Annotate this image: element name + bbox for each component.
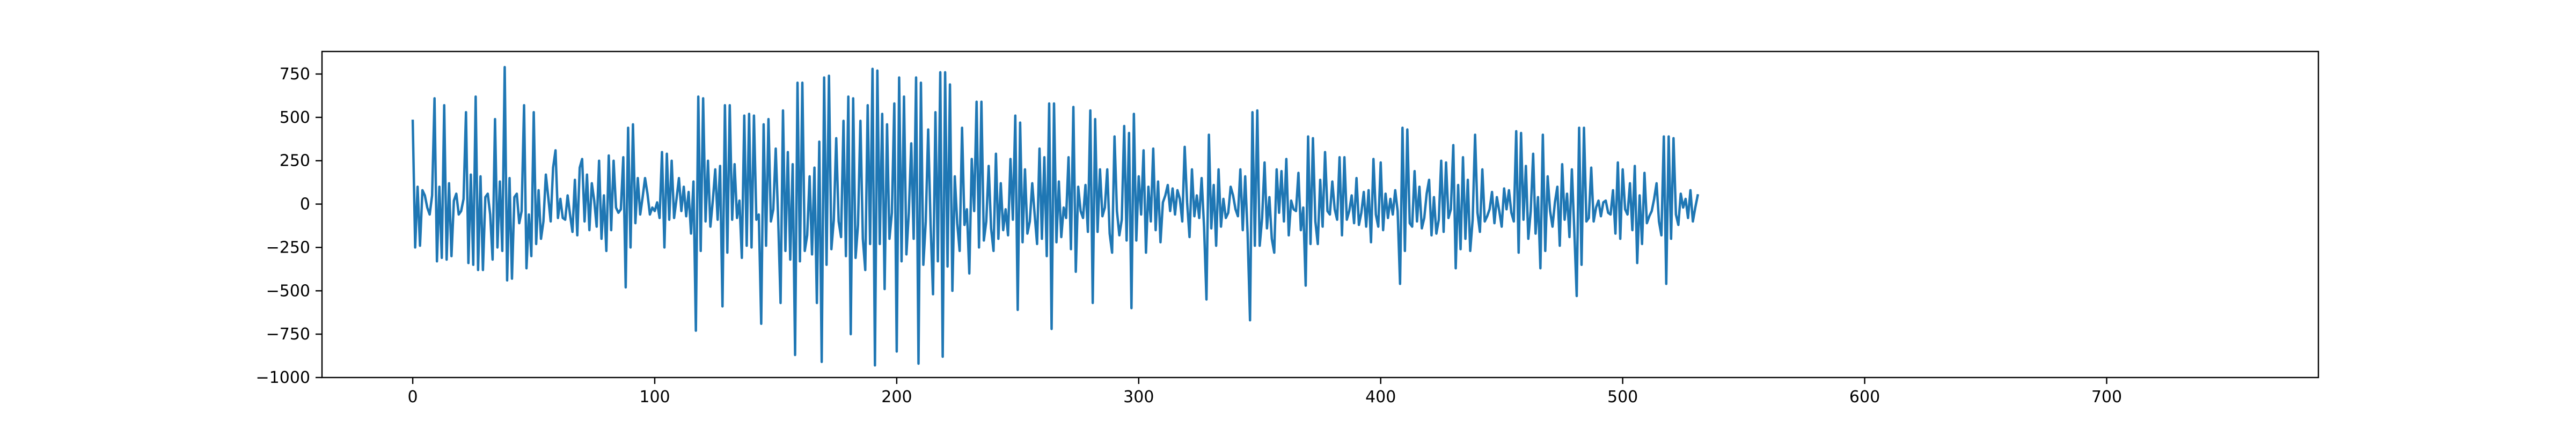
y-tick-label: 750 [280,65,310,84]
y-tick-label: −250 [266,238,310,257]
y-tick-label: −500 [266,282,310,300]
y-tick-label: −1000 [256,368,310,387]
axes: 0 100 200 300 400 500 600 700 −1000 −750 −500 −250… [256,50,2319,406]
x-tick-label: 300 [1123,388,1154,406]
y-tick-label: 500 [280,108,310,127]
x-tick-label: 600 [1849,388,1880,406]
plot-frame [321,50,2319,379]
y-tick-label: 0 [300,195,310,214]
x-tick-label: 400 [1365,388,1396,406]
x-axis: 0 100 200 300 400 500 600 700 [408,378,2122,406]
y-tick-label: 250 [280,152,310,171]
x-tick-label: 200 [881,388,912,406]
series-line-0 [411,65,1700,367]
y-tick-label: −750 [266,325,310,344]
x-tick-label: 100 [639,388,670,406]
series-layer [411,65,1700,367]
y-axis: −1000 −750 −500 −250 0 250 500 750 [256,65,322,387]
x-tick-label: 0 [408,388,418,406]
x-tick-label: 700 [2091,388,2122,406]
x-tick-label: 500 [1607,388,1638,406]
